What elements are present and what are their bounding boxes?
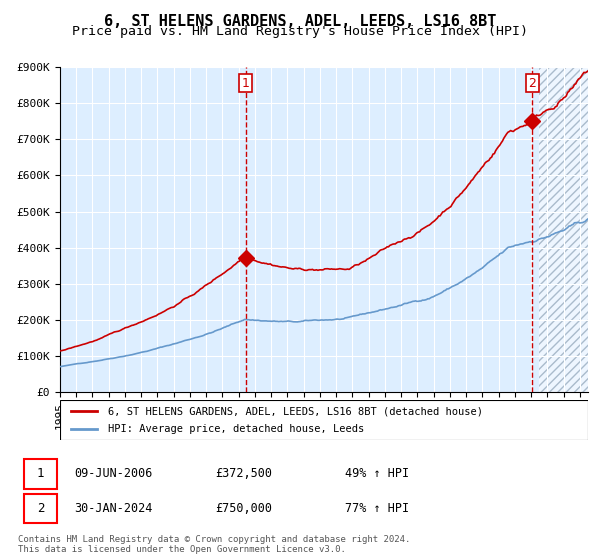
Text: £750,000: £750,000 xyxy=(215,502,272,515)
Text: 2: 2 xyxy=(37,502,44,515)
Bar xyxy=(539,67,588,392)
Text: 1: 1 xyxy=(37,468,44,480)
Text: 49% ↑ HPI: 49% ↑ HPI xyxy=(345,468,409,480)
Text: 2: 2 xyxy=(529,77,536,90)
FancyBboxPatch shape xyxy=(23,459,58,488)
Text: 6, ST HELENS GARDENS, ADEL, LEEDS, LS16 8BT (detached house): 6, ST HELENS GARDENS, ADEL, LEEDS, LS16 … xyxy=(107,407,482,417)
FancyBboxPatch shape xyxy=(60,400,588,440)
Text: £372,500: £372,500 xyxy=(215,468,272,480)
Text: 77% ↑ HPI: 77% ↑ HPI xyxy=(345,502,409,515)
Text: 30-JAN-2024: 30-JAN-2024 xyxy=(74,502,153,515)
Text: 09-JUN-2006: 09-JUN-2006 xyxy=(74,468,153,480)
Text: HPI: Average price, detached house, Leeds: HPI: Average price, detached house, Leed… xyxy=(107,423,364,433)
Bar xyxy=(539,67,588,392)
Text: 6, ST HELENS GARDENS, ADEL, LEEDS, LS16 8BT: 6, ST HELENS GARDENS, ADEL, LEEDS, LS16 … xyxy=(104,14,496,29)
Text: 1: 1 xyxy=(242,77,250,90)
Text: Contains HM Land Registry data © Crown copyright and database right 2024.
This d: Contains HM Land Registry data © Crown c… xyxy=(18,535,410,554)
Text: Price paid vs. HM Land Registry's House Price Index (HPI): Price paid vs. HM Land Registry's House … xyxy=(72,25,528,38)
FancyBboxPatch shape xyxy=(23,494,58,523)
